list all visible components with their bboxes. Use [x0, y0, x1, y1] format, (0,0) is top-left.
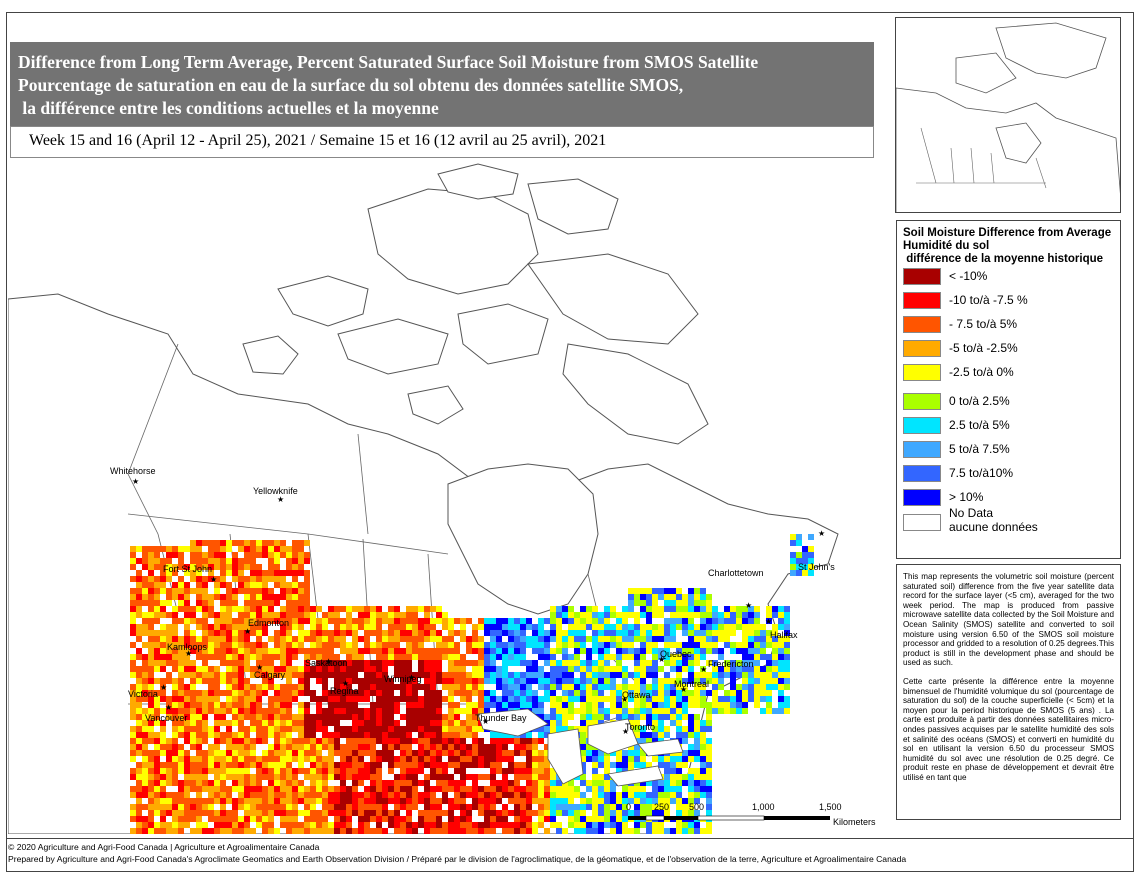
legend-label: < -10%: [949, 269, 988, 283]
arctic-islands: [242, 163, 709, 445]
footer: © 2020 Agriculture and Agri-Food Canada …: [6, 838, 1134, 865]
description-box: This map represents the volumetric soil …: [896, 564, 1121, 820]
city-label: Toronto: [625, 722, 656, 732]
hudson-bay: [447, 463, 599, 615]
city-label: Victoria: [128, 689, 158, 699]
legend-label-nodata-2: aucune données: [949, 520, 1038, 534]
city-marker-icon: ★: [622, 727, 630, 736]
city-marker-icon: ★: [277, 495, 285, 504]
city-label: Edmonton: [248, 618, 290, 628]
legend-label: 0 to/à 2.5%: [949, 394, 1010, 408]
legend-swatch: [903, 292, 941, 309]
city-label: Saskatoon: [305, 658, 348, 668]
legend-swatch: [903, 364, 941, 381]
legend-swatch: [903, 489, 941, 506]
title-line-2: Pourcentage de saturation en eau de la s…: [18, 75, 684, 95]
legend-label-nodata-1: No Data: [949, 506, 994, 520]
scale-label-0: 0: [626, 802, 632, 812]
city-marker-icon: ★: [256, 663, 264, 672]
legend-title-line-2: Humidité du sol: [903, 240, 990, 252]
city-label: St John's: [798, 562, 835, 572]
city-marker-icon: ★: [165, 703, 173, 712]
legend-swatch-nodata: [903, 514, 941, 531]
legend-label: -5 to/à -2.5%: [949, 341, 1018, 355]
city-label: Yellowknife: [253, 486, 298, 496]
description-english: This map represents the volumetric soil …: [903, 572, 1114, 668]
city-marker-icon: ★: [700, 665, 708, 674]
city-label: Ottawa: [622, 690, 651, 700]
city-label: Thunder Bay: [475, 713, 527, 723]
city-marker-icon: ★: [818, 529, 826, 538]
legend-label: 2.5 to/à 5%: [949, 418, 1010, 432]
footer-prepared-by: Prepared by Agriculture and Agri-Food Ca…: [8, 854, 907, 864]
city-marker-icon: ★: [325, 657, 333, 666]
scale-label-500: 500: [689, 802, 705, 812]
legend-title: Soil Moisture Difference from Average Hu…: [903, 227, 1111, 266]
city-marker-icon: ★: [482, 717, 490, 726]
legend: Soil Moisture Difference from Average Hu…: [896, 220, 1121, 559]
city-marker-icon: ★: [132, 477, 140, 486]
city-label: Vancouver: [145, 713, 188, 723]
city-label: Charlottetown: [708, 568, 764, 578]
city-label: Calgary: [254, 670, 286, 680]
inset-map-canvas: [896, 22, 1120, 212]
city-marker-icon: ★: [160, 683, 168, 692]
city-marker-icon: ★: [680, 685, 688, 694]
scale-label-1000: 1,000: [752, 802, 775, 812]
main-map: [8, 14, 886, 834]
legend-swatch: [903, 393, 941, 410]
legend-swatch: [903, 268, 941, 285]
city-label: Halifax: [770, 630, 798, 640]
city-marker-icon: ★: [745, 601, 753, 610]
legend-label: -2.5 to/à 0%: [949, 365, 1014, 379]
city-marker-icon: ★: [765, 617, 773, 626]
legend-title-line-1: Soil Moisture Difference from Average: [903, 227, 1112, 239]
legend-label: 7.5 to/à10%: [949, 466, 1014, 480]
legend-label: -10 to/à -7.5 %: [949, 293, 1028, 307]
footer-copyright: © 2020 Agriculture and Agri-Food Canada …: [8, 842, 320, 852]
map-frame: [6, 12, 1134, 872]
city-marker-icon: ★: [185, 649, 193, 658]
city-label: Fort St John: [163, 564, 213, 574]
city-marker-icon: ★: [621, 695, 629, 704]
legend-swatch: [903, 441, 941, 458]
scale-unit: Kilometers: [833, 817, 876, 827]
city-label: Whitehorse: [110, 466, 156, 476]
legend-swatch: [903, 417, 941, 434]
legend-swatch: [903, 316, 941, 333]
legend-label: 5 to/à 7.5%: [949, 442, 1010, 456]
city-marker-icon: ★: [342, 679, 350, 688]
legend-swatch: [903, 340, 941, 357]
legend-title-line-3: différence de la moyenne historique: [903, 253, 1104, 265]
city-marker-icon: ★: [658, 655, 666, 664]
legend-label: - 7.5 to/à 5%: [949, 317, 1018, 331]
city-label: Montreal: [674, 679, 710, 689]
map-title: Difference from Long Term Average, Perce…: [10, 42, 874, 126]
scale-label-1500: 1,500: [819, 802, 842, 812]
soil-moisture-layer: [130, 534, 814, 834]
legend-swatch: [903, 465, 941, 482]
title-line-1: Difference from Long Term Average, Perce…: [18, 52, 759, 72]
city-label: Fredericton: [708, 659, 754, 669]
map-subtitle: Week 15 and 16 (April 12 - April 25), 20…: [10, 126, 874, 158]
great-lakes: [477, 708, 684, 787]
city-label: Kamloops: [167, 642, 208, 652]
map-canvas: [8, 163, 839, 834]
scale-bar: [628, 815, 830, 821]
city-label: Regina: [330, 686, 359, 696]
city-label: Quebec: [660, 649, 692, 659]
legend-label: > 10%: [949, 490, 984, 504]
description-french: Cette carte présente la différence entre…: [903, 676, 1114, 782]
scale-label-250: 250: [654, 802, 670, 812]
city-marker-icon: ★: [408, 673, 416, 682]
city-marker-icon: ★: [244, 627, 252, 636]
city-marker-icon: ★: [210, 575, 218, 584]
city-label: Winnipeg: [384, 674, 422, 684]
title-line-3: la différence entre les conditions actue…: [18, 98, 439, 118]
inset-locator-map: [895, 17, 1121, 213]
